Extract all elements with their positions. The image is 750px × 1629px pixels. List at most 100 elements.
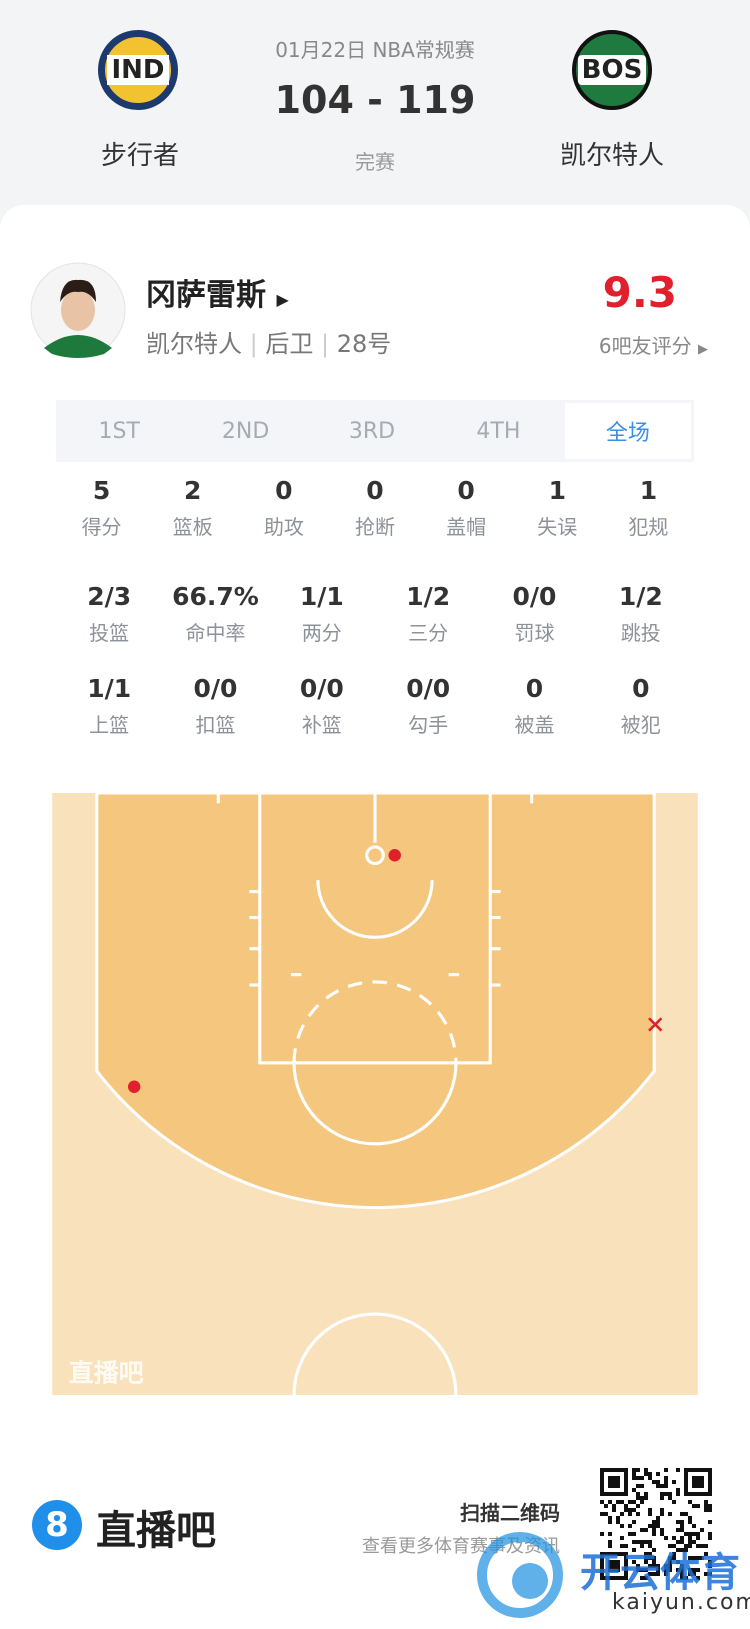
qr-module — [648, 1512, 652, 1516]
stat-label: 被犯 — [620, 713, 661, 737]
qr-module — [704, 1508, 708, 1512]
qr-module — [664, 1476, 668, 1480]
rating-link[interactable]: 6吧友评分 ▶ — [598, 334, 708, 358]
qr-module — [708, 1520, 712, 1524]
qr-module — [612, 1508, 616, 1512]
stat-value: 0/0 — [193, 674, 238, 703]
qr-module — [624, 1544, 628, 1548]
qr-module — [672, 1544, 676, 1548]
player-name[interactable]: 冈萨雷斯 ▶ — [146, 278, 289, 313]
qr-module — [616, 1500, 620, 1504]
stat-value: 2 — [184, 476, 202, 505]
stat-value: 1/2 — [406, 582, 451, 611]
qr-module — [652, 1528, 656, 1532]
stat-label: 篮板 — [172, 515, 213, 539]
tab[interactable]: 4TH — [476, 418, 521, 444]
court-watermark: 直播吧 — [69, 1359, 144, 1388]
qr-module — [692, 1476, 704, 1488]
qr-module — [676, 1520, 680, 1524]
stat-label: 投篮 — [89, 621, 130, 645]
qr-module — [632, 1532, 636, 1536]
qr-module — [708, 1536, 712, 1540]
qr-module — [688, 1536, 692, 1540]
qr-module — [600, 1512, 604, 1516]
qr-module — [608, 1476, 620, 1488]
stat-cell: 5 得分 — [56, 476, 147, 540]
qr-module — [636, 1564, 640, 1568]
qr-module — [620, 1544, 624, 1548]
qr-module — [656, 1524, 660, 1528]
qr-module — [688, 1516, 692, 1520]
qr-module — [652, 1560, 656, 1564]
qr-module — [644, 1552, 648, 1556]
qr-module — [648, 1572, 652, 1576]
tab[interactable]: 1ST — [98, 418, 140, 444]
qr-module — [608, 1532, 612, 1536]
qr-module — [628, 1532, 632, 1536]
qr-module — [708, 1504, 712, 1508]
stat-value: 66.7% — [172, 582, 259, 611]
stat-value: 0 — [275, 476, 293, 505]
qr-module — [656, 1568, 660, 1572]
stat-cell: 2/3 投篮 — [56, 582, 162, 646]
qr-module — [620, 1524, 624, 1528]
qr-module — [624, 1504, 628, 1508]
stat-cell: 0 被盖 — [481, 674, 587, 738]
stat-cell: 1/1 两分 — [269, 582, 375, 646]
qr-module — [656, 1572, 660, 1576]
qr-module — [704, 1544, 708, 1548]
tab-bar: 1ST 2ND 3RD 4TH 全场 — [56, 400, 694, 462]
qr-module — [636, 1476, 640, 1480]
qr-module — [640, 1576, 644, 1580]
qr-module — [676, 1560, 680, 1564]
away-logo-text: BOS — [577, 55, 647, 85]
qr-module — [632, 1508, 636, 1512]
qr-module — [616, 1516, 620, 1520]
overlay-brand: 开云体育 — [580, 1550, 740, 1596]
qr-module — [680, 1564, 684, 1568]
qr-module — [684, 1576, 688, 1580]
stat-cell: 0 盖帽 — [421, 476, 512, 540]
qr-module — [704, 1572, 708, 1576]
qr-module — [600, 1500, 604, 1504]
qr-module — [620, 1536, 624, 1540]
qr-module — [668, 1556, 672, 1560]
qr-module — [708, 1508, 712, 1512]
qr-module — [636, 1568, 640, 1572]
qr-module — [692, 1568, 696, 1572]
qr-module — [640, 1496, 644, 1500]
tab[interactable]: 全场 — [564, 403, 692, 459]
qr-module — [668, 1544, 672, 1548]
tab[interactable]: 2ND — [221, 418, 270, 444]
qr-module — [688, 1568, 692, 1572]
tab[interactable]: 3RD — [348, 418, 396, 444]
qr-module — [680, 1528, 684, 1532]
qr-module — [648, 1564, 652, 1568]
stat-value: 1/1 — [299, 582, 344, 611]
player-team: 凯尔特人 — [146, 330, 242, 358]
stat-label: 命中率 — [185, 621, 246, 645]
home-logo: IND — [98, 30, 178, 110]
qr-module — [660, 1528, 664, 1532]
qr-module — [612, 1504, 616, 1508]
scan-title: 扫描二维码 — [460, 1501, 560, 1525]
qr-module — [640, 1568, 644, 1572]
brand-mark: 8 — [32, 1500, 82, 1550]
qr-module — [688, 1500, 692, 1504]
qr-module — [664, 1564, 668, 1568]
qr-module — [640, 1540, 644, 1544]
qr-module — [608, 1516, 612, 1520]
qr-module — [636, 1492, 640, 1496]
qr-module — [688, 1572, 692, 1576]
qr-module — [628, 1524, 632, 1528]
qr-module — [636, 1468, 640, 1472]
qr-module — [692, 1556, 696, 1560]
qr-module — [648, 1476, 652, 1480]
stat-value: 0 — [366, 476, 384, 505]
qr-module — [672, 1500, 676, 1504]
qr-module — [636, 1512, 640, 1516]
stat-cell: 0/0 扣篮 — [162, 674, 268, 738]
stat-value: 1 — [548, 476, 566, 505]
qr-module — [680, 1540, 684, 1544]
qr-module — [648, 1544, 652, 1548]
